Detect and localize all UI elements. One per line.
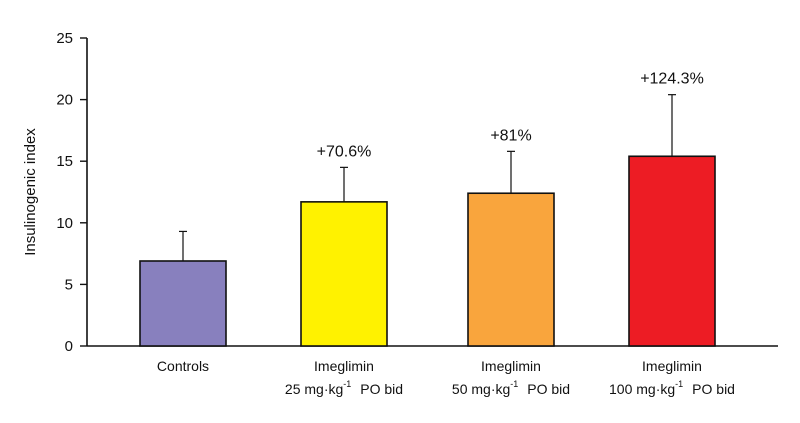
bar-3 [628,155,716,347]
y-axis-title: Insulinogenic index [22,128,39,256]
y-tick-label-5: 5 [65,276,73,293]
percent-change-label-2: +81% [490,127,531,144]
y-tick-label-25: 25 [56,30,73,47]
dose-amount-2: 50 mg·kg [452,381,510,397]
category-label-3: Imeglimin [642,358,702,374]
route-label-2: PO bid [527,381,570,397]
y-tick-label-10: 10 [56,215,73,232]
category-label-2: Imeglimin [481,358,541,374]
dose-label-3: 100 mg·kg-1 PO bid [609,379,735,397]
bar-2 [467,192,555,347]
dose-amount-1: 25 mg·kg [285,381,343,397]
dose-exponent-3: -1 [675,379,683,389]
route-label-1: PO bid [360,381,403,397]
y-tick-label-0: 0 [65,338,73,355]
category-label-1: Imeglimin [314,358,374,374]
bar-0 [139,260,227,347]
bar-1 [300,201,388,347]
percent-change-label-3: +124.3% [640,71,704,88]
dose-amount-3: 100 mg·kg [609,381,675,397]
y-tick-label-20: 20 [56,92,73,109]
category-label-0: Controls [157,358,209,374]
percent-change-label-1: +70.6% [317,143,372,160]
error-bars-layer [179,94,676,261]
bars-layer [139,155,716,347]
dose-label-1: 25 mg·kg-1 PO bid [285,379,403,397]
dose-label-2: 50 mg·kg-1 PO bid [452,379,570,397]
dose-exponent-2: -1 [510,379,518,389]
route-label-3: PO bid [692,381,735,397]
y-tick-label-15: 15 [56,153,73,170]
dose-exponent-1: -1 [343,379,351,389]
